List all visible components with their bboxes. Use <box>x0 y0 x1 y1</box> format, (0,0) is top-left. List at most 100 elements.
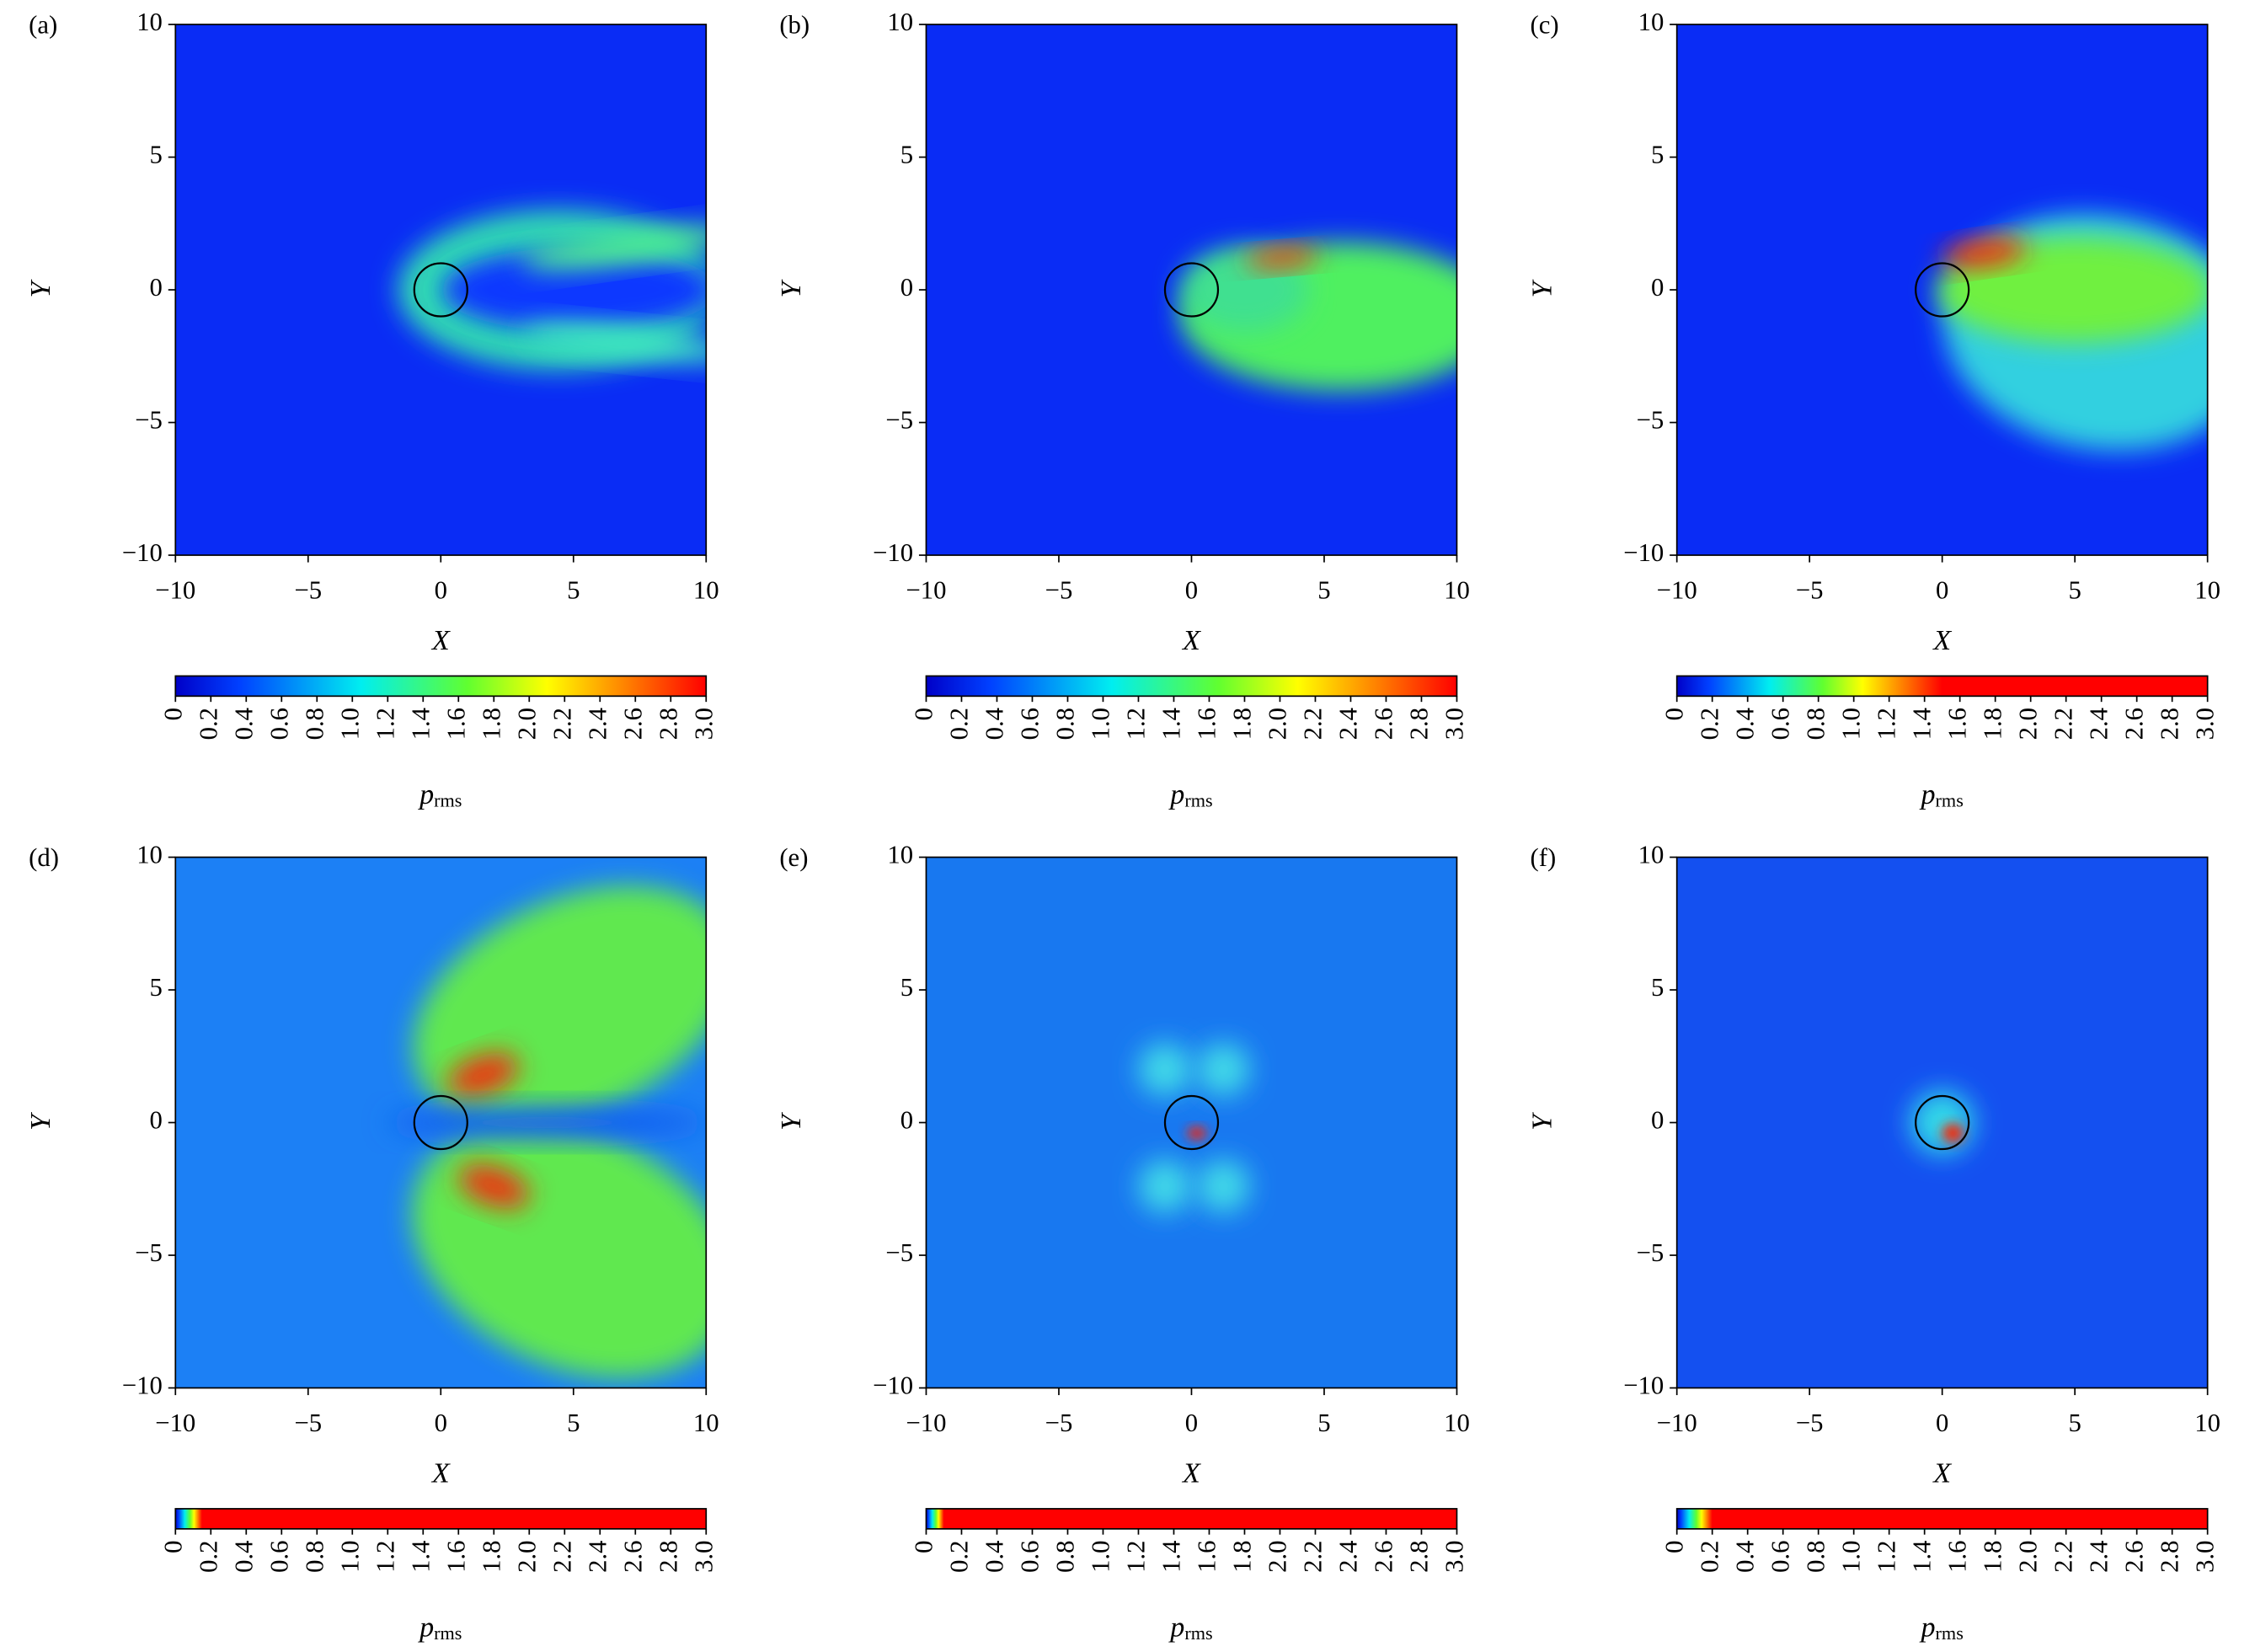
colorbar-tick-label: 1.4 <box>406 708 435 740</box>
field-blob <box>1196 1159 1250 1213</box>
x-tick-label: −5 <box>1796 1409 1824 1437</box>
colorbar-tick-label: 1.8 <box>477 708 505 740</box>
cylinder-outline <box>1163 1094 1220 1151</box>
colorbar-tick-label: 0.6 <box>265 1541 293 1573</box>
colorbar-tick-label: 2.6 <box>2120 1541 2149 1573</box>
colorbar-tick-label: 0.2 <box>945 708 974 740</box>
y-tick-label: 5 <box>1651 973 1664 1002</box>
panel-label: (c) <box>1531 10 1559 39</box>
x-tick-label: 10 <box>1444 575 1470 604</box>
y-tick-label: 5 <box>1651 141 1664 169</box>
colorbar-tick-label: 0.4 <box>981 708 1009 740</box>
y-tick-label: −5 <box>1637 406 1665 435</box>
colorbar-tick-label: 0.2 <box>194 708 222 740</box>
x-axis-label: X <box>1932 625 1952 656</box>
colorbar-tick-label: 0.8 <box>1802 708 1830 740</box>
colorbar-tick-label: 1.0 <box>1837 1541 1866 1573</box>
colorbar-tick-label: 1.0 <box>1837 708 1866 740</box>
y-tick-label: 0 <box>900 1106 913 1135</box>
field-blob <box>521 225 707 270</box>
colorbar-tick-label: 1.0 <box>1087 1541 1115 1573</box>
colorbar-tick-label: 1.6 <box>441 1541 470 1573</box>
colorbar-tick-label: 0.4 <box>229 1541 258 1573</box>
field-blob <box>447 1053 519 1097</box>
colorbar-tick-label: 3.0 <box>1440 708 1469 740</box>
colorbar-tick-label: 1.8 <box>1979 708 2007 740</box>
colorbar-tick-label: 3.0 <box>2191 708 2220 740</box>
x-axis-label: X <box>1181 625 1201 656</box>
cylinder-outline <box>1915 1094 1970 1151</box>
colorbar-tick-label: 1.8 <box>1228 1541 1257 1573</box>
colorbar-tick-label: 2.8 <box>654 708 682 740</box>
y-tick-label: 5 <box>900 141 913 169</box>
y-tick-label: 10 <box>136 8 163 36</box>
field-background <box>926 857 1457 1388</box>
colorbar-tick-label: 3.0 <box>2191 1541 2220 1573</box>
y-tick-label: 5 <box>150 141 163 169</box>
colorbar-tick-label: 2.0 <box>1264 1541 1292 1573</box>
y-tick-label: 10 <box>1638 8 1665 36</box>
colorbar-tick-label: 2.0 <box>2014 708 2043 740</box>
x-tick-label: 10 <box>693 1409 719 1437</box>
colorbar-tick-label: 1.0 <box>335 1541 364 1573</box>
y-tick-label: 0 <box>150 273 163 302</box>
colorbar <box>174 1508 708 1530</box>
colorbar-label: prms <box>1168 779 1212 811</box>
field-blob <box>1910 1090 1974 1155</box>
colorbar-label-sub: rms <box>434 790 462 811</box>
y-tick-label: −5 <box>135 406 163 435</box>
x-tick-label: −5 <box>294 1409 322 1437</box>
y-tick-label: −5 <box>135 1238 163 1267</box>
colorbar <box>1675 1508 2209 1530</box>
colorbar-tick-label: 0.8 <box>300 1541 329 1573</box>
colorbar-tick-label: 0.8 <box>1051 1541 1080 1573</box>
colorbar-label-sub: rms <box>1936 790 1964 811</box>
x-tick-label: 0 <box>1936 575 1948 604</box>
field-blob <box>1138 1043 1192 1097</box>
x-tick-label: 10 <box>2194 1409 2220 1437</box>
colorbar-tick-label: 1.4 <box>406 1541 435 1573</box>
heatmap-field <box>175 24 707 556</box>
x-tick-label: 5 <box>567 1409 580 1437</box>
colorbar-tick-label: 3.0 <box>1440 1541 1469 1573</box>
y-tick-label: −10 <box>873 538 913 567</box>
colorbar-label-main: p <box>1168 779 1184 810</box>
colorbar-tick-label: 1.6 <box>1193 708 1221 740</box>
y-tick-label: −10 <box>122 538 163 567</box>
colorbar-label-main: p <box>1919 779 1935 810</box>
colorbar <box>925 1508 1458 1530</box>
x-tick-label: 10 <box>2194 575 2220 604</box>
colorbar-tick-label: 0.4 <box>981 1541 1009 1573</box>
colorbar-tick-label: 2.4 <box>583 708 612 740</box>
colorbar-tick-label: 2.0 <box>512 708 541 740</box>
field-blob <box>521 323 707 362</box>
colorbar-tick-label: 2.8 <box>2156 708 2184 740</box>
colorbar-label-sub: rms <box>1184 1623 1212 1644</box>
colorbar <box>1675 675 2209 698</box>
colorbar-tick-label: 0 <box>158 708 187 720</box>
panel-label: (a) <box>29 10 57 39</box>
field-blob <box>1196 1043 1250 1097</box>
x-tick-label: 5 <box>1317 575 1330 604</box>
y-tick-label: 0 <box>1651 273 1664 302</box>
colorbar-tick-label: 0 <box>910 1541 938 1553</box>
colorbar-tick-label: 0.4 <box>1731 1541 1760 1573</box>
colorbar-tick-label: 2.2 <box>2049 708 2078 740</box>
y-tick-label: 0 <box>1651 1106 1664 1135</box>
colorbar-tick-label: 2.8 <box>1405 1541 1434 1573</box>
field-blob <box>1942 1123 1964 1143</box>
colorbar-tick-label: 2.8 <box>2156 1541 2184 1573</box>
colorbar-tick-label: 2.0 <box>2014 1541 2043 1573</box>
colorbar-tick-label: 1.2 <box>1873 708 1901 740</box>
colorbar-tick-label: 0.6 <box>1016 708 1045 740</box>
colorbar-tick-label: 1.6 <box>1943 1541 1972 1573</box>
y-tick-label: 10 <box>136 841 163 869</box>
x-tick-label: −5 <box>294 575 322 604</box>
field-blob <box>1187 1126 1207 1140</box>
colorbar-tick-label: 1.8 <box>477 1541 505 1573</box>
x-tick-label: −10 <box>155 575 195 604</box>
